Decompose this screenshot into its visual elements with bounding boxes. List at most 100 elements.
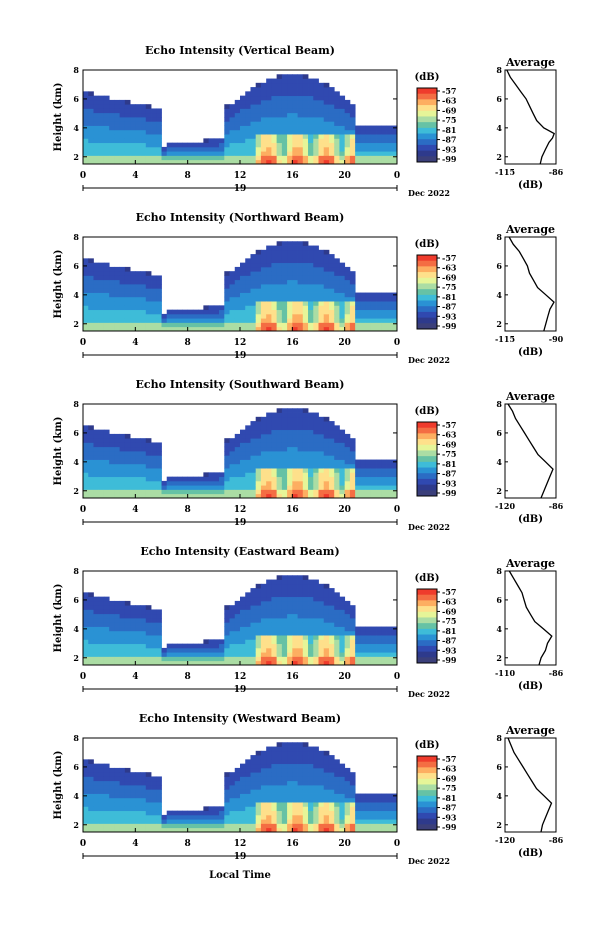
heatmap-cell <box>308 87 314 92</box>
heatmap-cell <box>88 451 94 456</box>
heatmap-cell <box>93 129 100 135</box>
colorbar-swatch <box>417 311 437 319</box>
heatmap-cell <box>281 249 288 255</box>
heatmap-cell <box>109 476 115 482</box>
heatmap-cell <box>266 814 272 820</box>
heatmap-cell <box>281 814 288 820</box>
y-tick-label: 6 <box>73 261 79 271</box>
heatmap-cell <box>287 459 293 465</box>
heatmap-cell <box>114 442 121 448</box>
heatmap-cell <box>250 146 257 152</box>
heatmap-cell <box>250 134 257 139</box>
heatmap-cell <box>355 142 361 148</box>
heatmap-cell <box>103 468 110 473</box>
heatmap-cell <box>213 810 220 816</box>
heatmap-cell <box>292 313 298 319</box>
heatmap-cell <box>313 759 319 765</box>
heatmap-cell <box>266 275 272 281</box>
heatmap-cell <box>203 322 209 328</box>
heatmap-cell <box>339 108 346 114</box>
heatmap-cell <box>135 146 141 152</box>
heatmap-cell <box>88 121 94 126</box>
heatmap-cell <box>287 266 293 272</box>
heatmap-cell <box>250 91 257 97</box>
heatmap-cell <box>292 485 298 490</box>
heatmap-cell <box>276 660 283 666</box>
heatmap-cell <box>355 326 361 332</box>
heatmap-cell <box>245 279 251 285</box>
heatmap-cell <box>292 292 298 298</box>
heatmap-cell <box>98 789 105 794</box>
heatmap-cell <box>292 104 298 109</box>
heatmap-cell <box>250 480 257 486</box>
heatmap-cell <box>318 266 325 272</box>
heatmap-cell <box>156 288 162 293</box>
heatmap-cell <box>297 438 304 443</box>
heatmap-cell <box>334 806 340 812</box>
heatmap-cell <box>250 271 257 276</box>
heatmap-cell <box>145 639 152 645</box>
heatmap-cell <box>323 613 330 619</box>
heatmap-cell <box>271 421 278 426</box>
heatmap-cell <box>224 151 230 156</box>
heatmap-cell <box>323 493 330 499</box>
panel-title: Echo Intensity (Eastward Beam) <box>140 545 339 558</box>
heatmap-cell <box>119 271 126 276</box>
heatmap-cell <box>213 318 220 323</box>
heatmap-cell <box>151 793 157 799</box>
heatmap-cell <box>281 416 288 422</box>
heatmap-cell <box>140 609 147 615</box>
heatmap-cell <box>313 785 319 790</box>
heatmap-cell <box>313 463 319 469</box>
heatmap-cell <box>240 823 246 829</box>
heatmap-cell <box>88 660 94 666</box>
heatmap-cell <box>287 241 293 246</box>
heatmap-cell <box>297 142 304 148</box>
heatmap-cell <box>135 789 141 794</box>
heatmap-cell <box>124 785 131 790</box>
heatmap-cell <box>302 823 309 829</box>
heatmap-cell <box>109 459 115 465</box>
heatmap-cell <box>386 660 393 666</box>
heatmap-cell <box>370 301 377 306</box>
heatmap-cell <box>323 134 330 139</box>
heatmap-cell <box>151 301 157 306</box>
heatmap-cell <box>171 326 178 332</box>
heatmap-cell <box>140 313 147 319</box>
heatmap-cell <box>151 626 157 632</box>
heatmap-cell <box>308 326 314 332</box>
heatmap-cell <box>328 810 335 816</box>
heatmap-cell <box>323 421 330 426</box>
heatmap-cell <box>297 742 304 747</box>
heatmap-cell <box>365 652 372 657</box>
heatmap-cell <box>140 780 147 786</box>
heatmap-cell <box>255 322 262 328</box>
heatmap-cell <box>219 823 225 829</box>
heatmap-cell <box>376 630 382 636</box>
heatmap-cell <box>119 652 126 657</box>
heatmap-cell <box>245 780 251 786</box>
heatmap-cell <box>130 789 136 794</box>
heatmap-cell <box>93 463 100 469</box>
heatmap-cell <box>145 472 152 478</box>
colorbar-swatch <box>417 645 437 653</box>
heatmap-cell <box>391 301 398 306</box>
heatmap-cell <box>229 802 236 807</box>
heatmap-cell <box>302 151 309 156</box>
heatmap-cell <box>250 596 257 602</box>
heatmap-cell <box>151 476 157 482</box>
heatmap-cell <box>276 117 283 122</box>
heatmap-cell <box>323 271 330 276</box>
heatmap-cell <box>250 254 257 259</box>
heatmap-cell <box>365 819 372 824</box>
profile-x-tick-label: -110 <box>495 668 515 678</box>
colorbar-tick-label: -69 <box>442 272 457 282</box>
heatmap-cell <box>344 451 351 456</box>
heatmap-cell <box>88 476 94 482</box>
heatmap-cell <box>187 159 194 165</box>
heatmap-cell <box>386 656 393 662</box>
heatmap-cell <box>187 827 194 833</box>
heatmap-cell <box>234 446 241 452</box>
heatmap-cell <box>124 305 131 311</box>
heatmap-cell <box>208 322 215 328</box>
